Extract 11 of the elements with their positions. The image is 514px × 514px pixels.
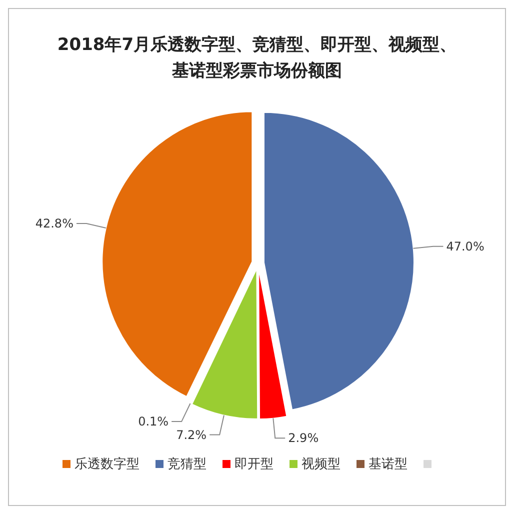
legend-label: 乐透数字型 xyxy=(74,456,140,472)
data-label: 47.0% xyxy=(446,239,484,254)
data-label: 2.9% xyxy=(288,431,319,446)
legend-label: 视频型 xyxy=(302,457,340,472)
data-label: 0.1% xyxy=(138,414,169,429)
legend-label: 竞猜型 xyxy=(168,457,206,472)
data-label: 7.2% xyxy=(176,428,207,442)
legend-label: 基诺型 xyxy=(368,457,408,472)
legend-label: 即开型 xyxy=(234,457,274,472)
chart-title: 2018年7月乐透数字型、竞猜型、即开型、视频型、基诺型彩票市场份额图 xyxy=(57,35,457,81)
data-label: 42.8% xyxy=(35,216,74,231)
